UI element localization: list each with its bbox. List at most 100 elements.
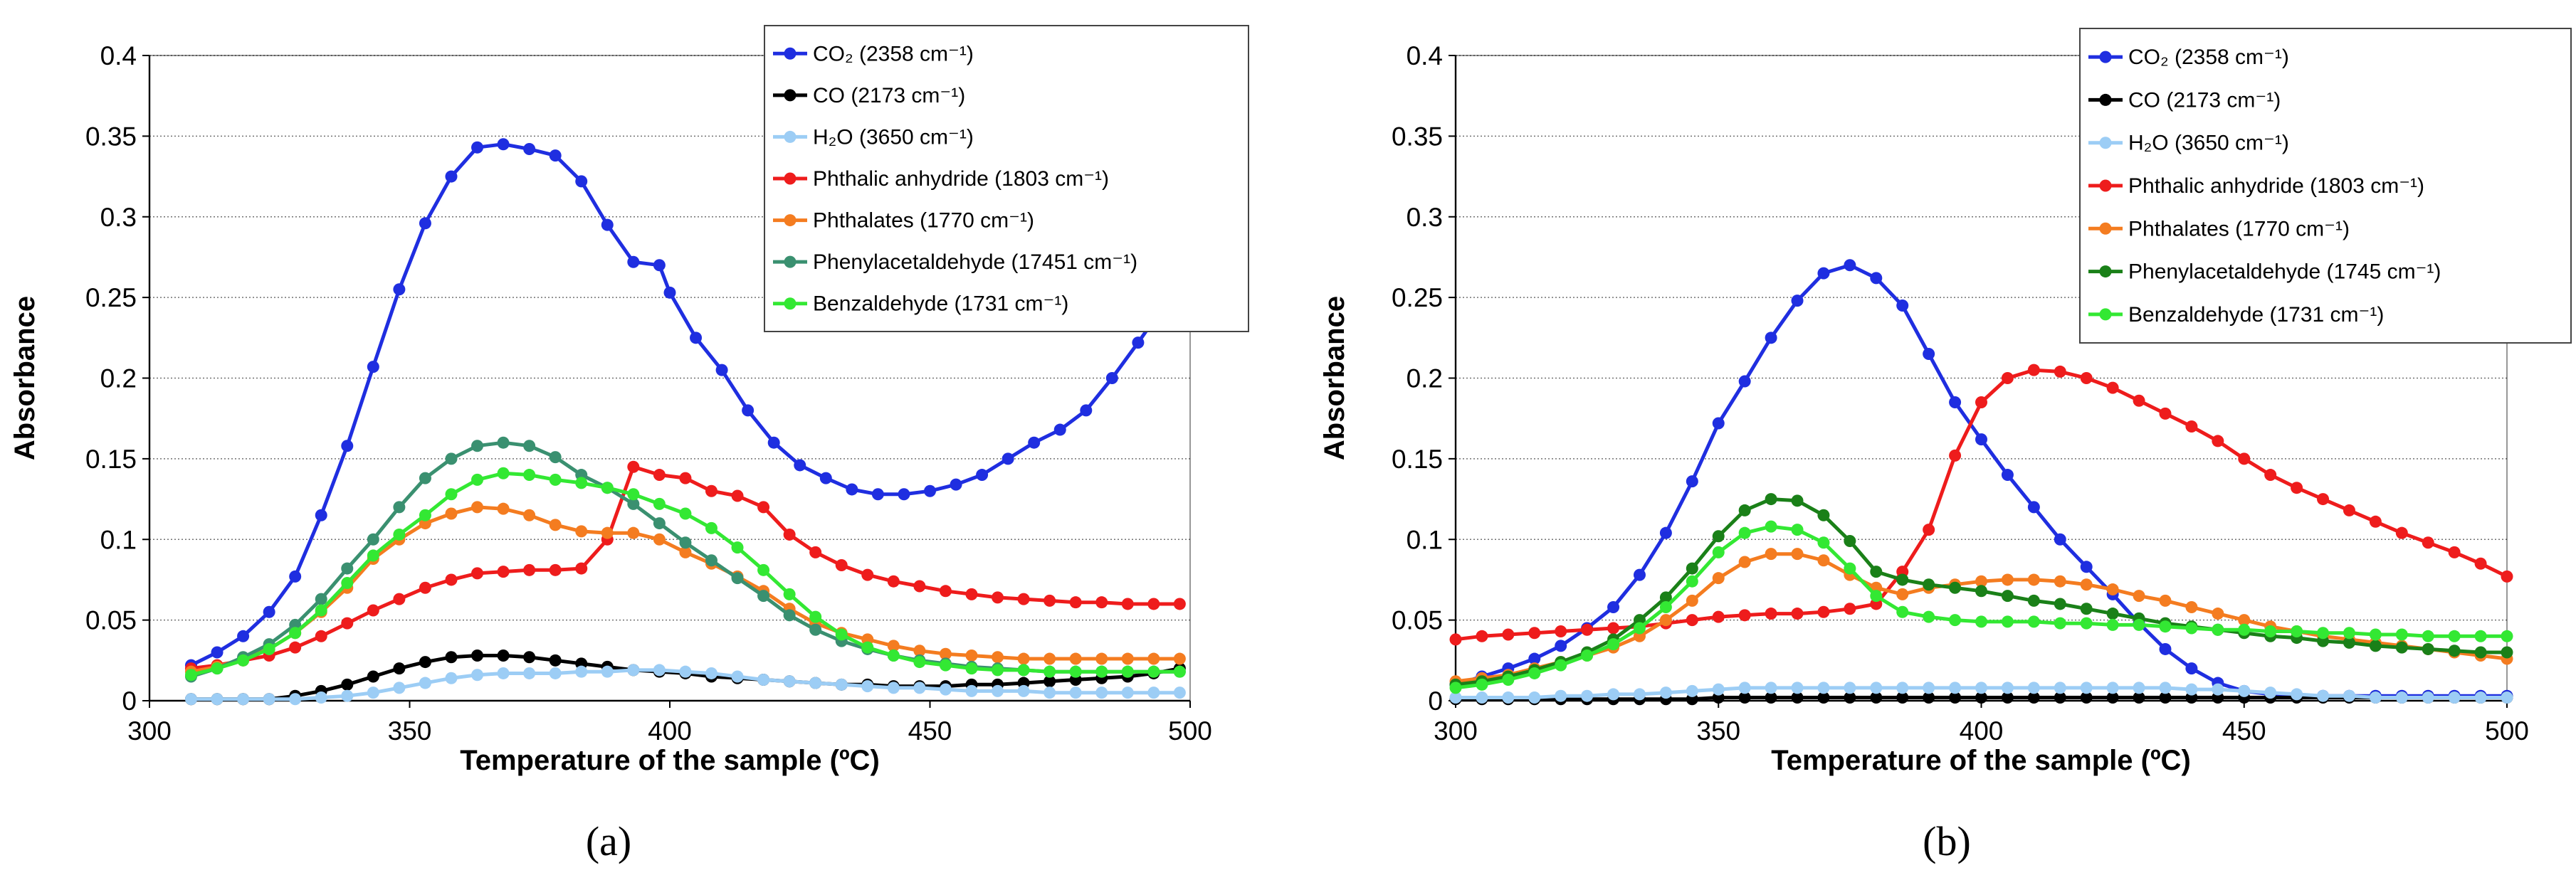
data-point — [211, 646, 224, 659]
data-point — [1791, 494, 1804, 507]
data-point — [1449, 633, 1462, 646]
data-point — [653, 664, 666, 677]
data-point — [861, 680, 874, 693]
data-point — [2133, 590, 2145, 603]
data-point — [2343, 636, 2355, 649]
data-point — [2185, 420, 2198, 433]
data-point — [1975, 396, 1987, 409]
data-point — [497, 566, 510, 578]
data-point — [679, 507, 692, 520]
data-point — [1476, 678, 1488, 691]
data-point — [184, 669, 197, 682]
data-point — [2501, 570, 2513, 583]
series-4 — [184, 460, 1186, 675]
x-tick-label: 500 — [2485, 716, 2529, 746]
legend-swatch-marker — [784, 89, 797, 102]
y-tick-label: 0.05 — [85, 606, 137, 635]
legend-entry: CO (2173 cm⁻¹) — [2128, 88, 2281, 112]
data-point — [679, 472, 692, 484]
data-point — [653, 497, 666, 510]
data-point — [497, 467, 510, 479]
data-point — [809, 610, 822, 623]
legend-swatch-marker — [784, 47, 797, 60]
x-tick-label: 450 — [908, 716, 952, 746]
series-line — [190, 142, 1192, 667]
data-point — [715, 364, 728, 376]
data-point — [1043, 686, 1056, 699]
data-point — [1791, 295, 1804, 307]
data-point — [1528, 627, 1541, 640]
data-point — [575, 477, 588, 489]
y-tick-label: 0.3 — [1407, 203, 1443, 232]
data-point — [2027, 573, 2040, 586]
data-point — [627, 488, 640, 501]
data-point — [992, 684, 1004, 697]
data-point — [887, 682, 900, 694]
data-point — [1080, 404, 1093, 417]
legend-box — [764, 25, 1249, 332]
data-point — [1765, 493, 1777, 506]
data-point — [2448, 546, 2461, 558]
data-point — [1633, 622, 1646, 635]
y-tick-label: 0.4 — [100, 41, 137, 70]
data-point — [653, 259, 666, 272]
data-point — [2001, 372, 2014, 384]
data-point — [1043, 665, 1056, 678]
data-point — [757, 501, 770, 514]
data-point — [2238, 614, 2251, 627]
data-point — [2395, 628, 2408, 641]
data-point — [2422, 536, 2434, 549]
legend-swatch-marker — [2099, 137, 2112, 149]
data-point — [341, 617, 354, 630]
data-point — [1002, 452, 1014, 465]
series-3 — [184, 664, 1186, 706]
legend-entry: H₂O (3650 cm⁻¹) — [2128, 132, 2289, 155]
data-point — [1844, 259, 1856, 272]
data-point — [1738, 375, 1751, 388]
data-point — [2001, 682, 2014, 694]
data-point — [1686, 684, 1698, 697]
data-point — [1581, 650, 1594, 662]
data-point — [2422, 691, 2434, 704]
legend-swatch-marker — [2099, 265, 2112, 278]
data-point — [1712, 417, 1725, 430]
data-point — [497, 436, 510, 449]
data-point — [549, 654, 562, 667]
data-point — [690, 332, 703, 344]
data-point — [1738, 691, 1751, 704]
data-point — [861, 568, 874, 581]
data-point — [1607, 600, 1620, 613]
data-point — [2264, 469, 2277, 482]
data-point — [627, 526, 640, 539]
data-point — [471, 501, 484, 514]
data-point — [445, 672, 458, 684]
data-point — [1043, 594, 1056, 607]
data-point — [1173, 652, 1186, 665]
data-point — [367, 604, 379, 617]
data-point — [2080, 682, 2093, 694]
data-point — [393, 528, 406, 541]
data-point — [2054, 365, 2066, 378]
data-point — [2317, 689, 2330, 702]
data-point — [341, 440, 354, 452]
legend-entry: CO₂ (2358 cm⁻¹) — [813, 42, 974, 65]
data-point — [2027, 364, 2040, 376]
data-point — [393, 283, 406, 296]
data-point — [2185, 600, 2198, 613]
data-point — [289, 627, 302, 640]
data-point — [2054, 682, 2066, 694]
data-point — [2054, 598, 2066, 610]
data-point — [1069, 652, 1082, 665]
data-point — [1069, 596, 1082, 609]
data-point — [1659, 591, 1672, 604]
data-point — [367, 686, 379, 699]
data-point — [367, 670, 379, 683]
data-point — [2027, 691, 2040, 704]
data-point — [315, 691, 327, 704]
data-point — [731, 489, 744, 502]
data-point — [2212, 435, 2224, 447]
y-tick-label: 0 — [122, 686, 137, 716]
y-tick-label: 0.2 — [1407, 364, 1443, 393]
data-point — [1555, 689, 1567, 702]
data-point — [1528, 667, 1541, 679]
